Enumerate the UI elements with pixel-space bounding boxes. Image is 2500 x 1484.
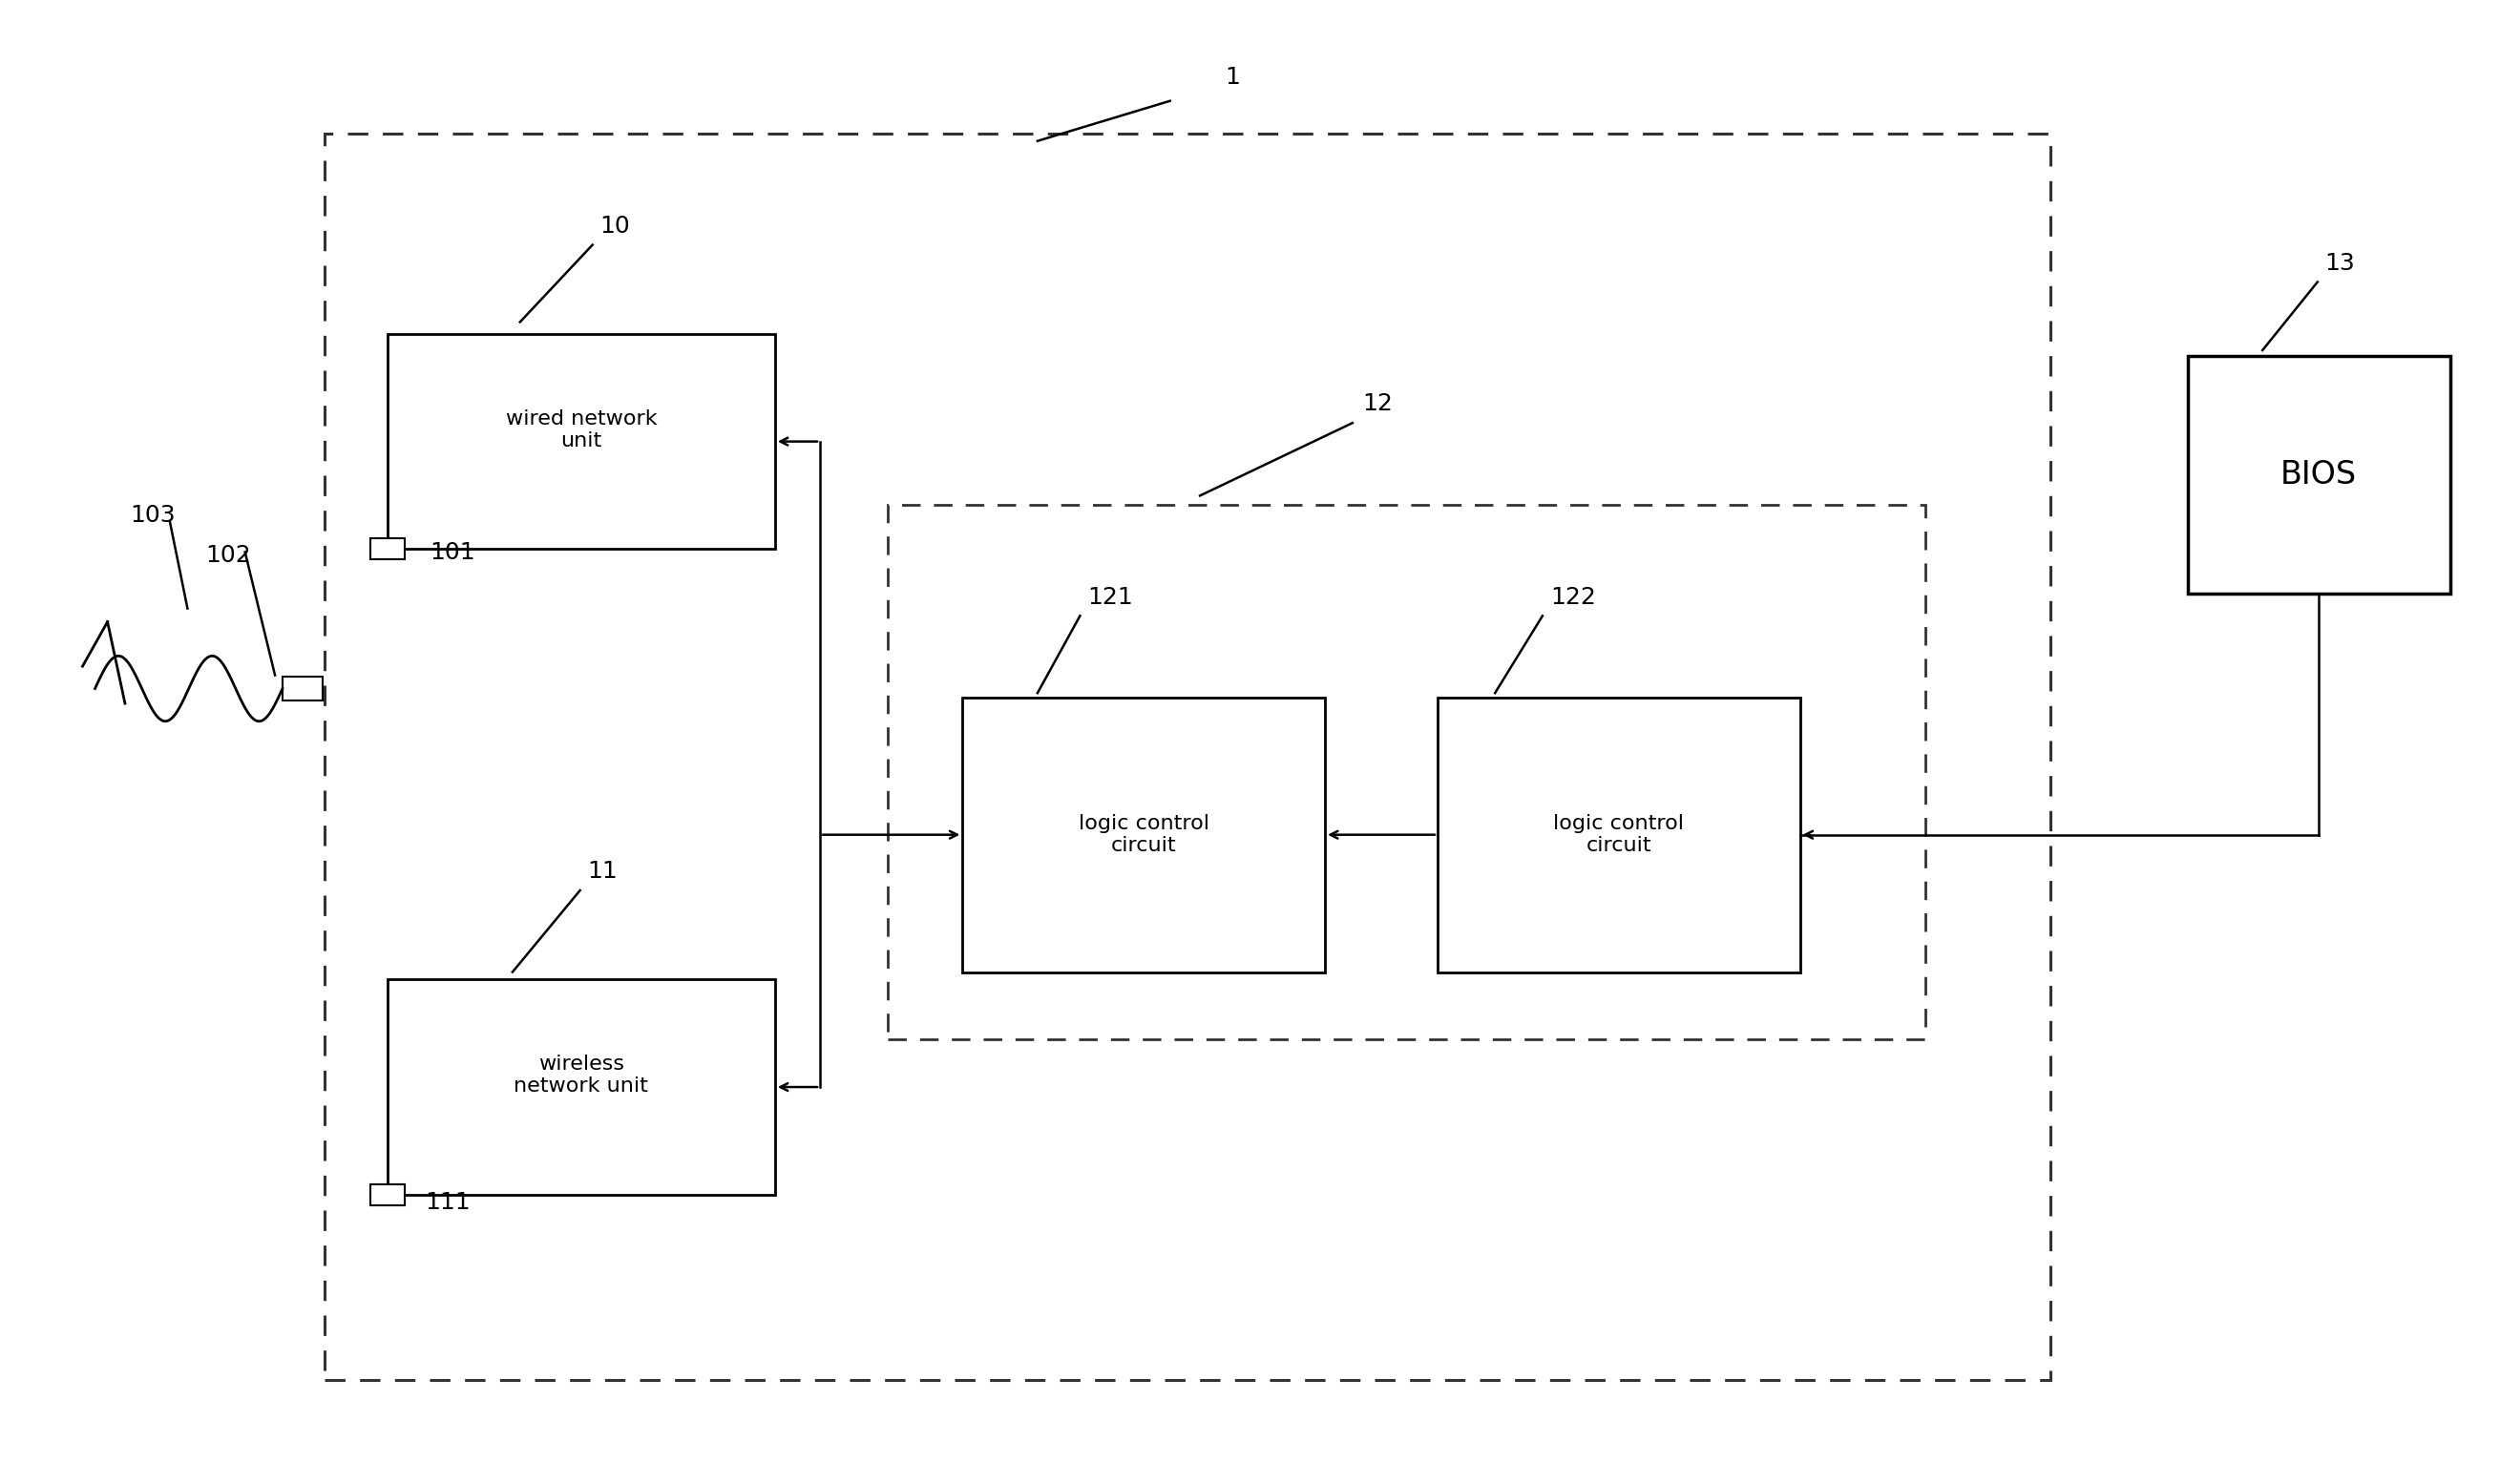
- Text: wireless
network unit: wireless network unit: [515, 1055, 648, 1095]
- Text: 121: 121: [1088, 586, 1133, 608]
- Bar: [888, 505, 1925, 1039]
- Text: 103: 103: [130, 505, 175, 527]
- Text: BIOS: BIOS: [2280, 459, 2358, 491]
- Text: logic control
circuit: logic control circuit: [1078, 815, 1210, 855]
- Text: 122: 122: [1550, 586, 1595, 608]
- Bar: [963, 697, 1325, 972]
- Text: 102: 102: [205, 545, 250, 567]
- Text: 1: 1: [1225, 67, 1240, 89]
- Bar: [370, 539, 405, 559]
- Bar: [1438, 697, 1800, 972]
- Bar: [388, 979, 775, 1195]
- Text: 13: 13: [2325, 252, 2355, 275]
- Text: 10: 10: [600, 215, 630, 237]
- Bar: [388, 334, 775, 549]
- Bar: [325, 134, 2050, 1380]
- Text: 111: 111: [425, 1192, 470, 1214]
- Bar: [282, 677, 322, 700]
- Text: 11: 11: [587, 861, 617, 883]
- Text: logic control
circuit: logic control circuit: [1552, 815, 1685, 855]
- Bar: [370, 1184, 405, 1205]
- Text: 12: 12: [1362, 393, 1393, 416]
- Text: 101: 101: [430, 542, 475, 564]
- Bar: [2188, 356, 2450, 594]
- Text: wired network
unit: wired network unit: [505, 410, 658, 450]
